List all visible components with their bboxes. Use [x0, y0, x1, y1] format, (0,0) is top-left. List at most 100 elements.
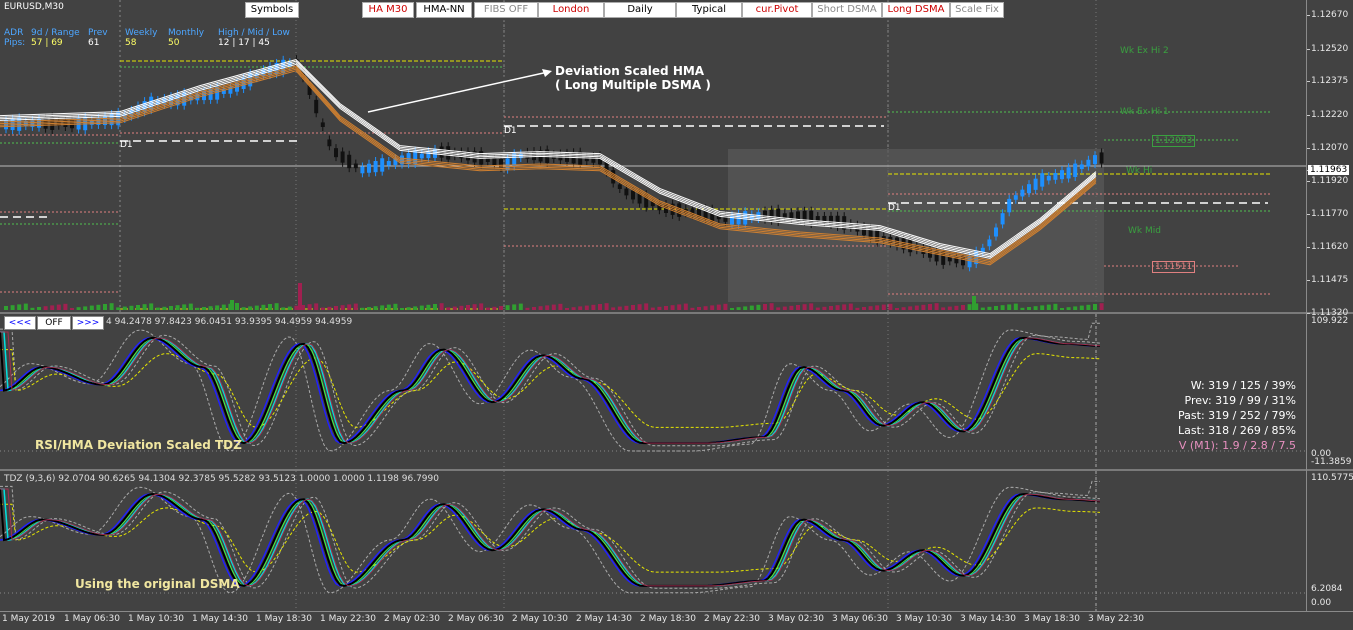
volume-bar — [525, 307, 530, 310]
volume-bar — [373, 306, 378, 310]
nav-prev-button[interactable]: <<< — [4, 316, 36, 330]
lower-price-box: 1.11511 — [1152, 261, 1196, 273]
volume-bar — [248, 306, 253, 310]
volume-bar — [505, 305, 510, 310]
volume-bar — [17, 304, 22, 310]
bull-candle — [426, 151, 431, 159]
y-tick — [1307, 15, 1310, 16]
volume-bar — [208, 306, 213, 310]
toolbar-button-typical[interactable]: Typical — [676, 2, 742, 18]
y-tick-label: 1.11920 — [1311, 176, 1349, 186]
bear-candle — [776, 208, 781, 223]
bear-candle — [598, 155, 602, 165]
bull-candle — [1020, 189, 1025, 197]
stat-last: Last: 318 / 269 / 85% — [1178, 424, 1296, 437]
volume-bar — [334, 306, 338, 310]
volume-bar — [301, 305, 305, 310]
bull-candle — [994, 227, 998, 237]
y-tick-label: 1.12375 — [1311, 76, 1349, 86]
volume-bar — [716, 304, 721, 310]
x-tick-label: 3 May 14:30 — [960, 614, 1016, 624]
signal-line — [0, 349, 1101, 428]
hma-ribbon-line — [0, 62, 1097, 258]
price-chart-canvas[interactable] — [0, 0, 1306, 312]
x-tick-label: 3 May 06:30 — [832, 614, 888, 624]
volume-bar — [122, 306, 127, 310]
black-line — [0, 331, 1101, 445]
rsi-hma-tdz-pane[interactable]: <<< OFF >>> 4 94.2478 97.8423 96.0451 93… — [0, 314, 1306, 469]
y-tick — [1307, 181, 1310, 182]
nav-off-button[interactable]: OFF — [37, 316, 71, 330]
bull-candle — [169, 96, 173, 106]
x-tick-label: 3 May 02:30 — [768, 614, 824, 624]
volume-bar — [703, 306, 708, 310]
volume-bar — [677, 304, 682, 310]
toolbar-button-long-dsma[interactable]: Long DSMA — [882, 2, 950, 18]
bear-candle — [895, 237, 899, 247]
bear-candle — [868, 227, 873, 240]
volume-bar — [452, 306, 457, 310]
toolbar-button-fibs-off[interactable]: FIBS OFF — [474, 2, 538, 18]
bear-candle — [584, 156, 589, 162]
volume-bar — [230, 300, 234, 310]
volume-bar — [512, 304, 517, 310]
price-chart-pane[interactable]: EURUSD,M30 ADR Pips: 9d / Range 57 | 69 … — [0, 0, 1306, 312]
volume-bar — [848, 303, 853, 310]
bear-candle — [650, 201, 655, 207]
volume-bar — [994, 306, 998, 310]
bear-candle — [901, 238, 906, 250]
x-tick-label: 1 May 06:30 — [64, 614, 120, 624]
volume-bar — [934, 303, 939, 310]
volume-bar — [103, 304, 107, 310]
volume-bar — [439, 303, 444, 310]
y-tick-label: 1.11963 — [1308, 165, 1350, 175]
bear-candle — [763, 210, 767, 220]
hma-ribbon-line — [0, 65, 1097, 261]
volume-bar — [961, 305, 965, 310]
volume-bar — [70, 308, 74, 310]
toolbar-button-hma-nn[interactable]: HMA-NN — [416, 2, 472, 18]
toolbar-button-cur-pivot[interactable]: cur.Pivot — [742, 2, 812, 18]
toolbar-button-scale-fix[interactable]: Scale Fix — [950, 2, 1004, 18]
toolbar-button-london[interactable]: London — [538, 2, 604, 18]
toolbar-button-short-dsma[interactable]: Short DSMA — [812, 2, 882, 18]
price-axis[interactable]: 1.12670 1.12520 1.12375 1.12220 1.12070 1.119… — [1306, 0, 1353, 612]
volume-bar — [974, 303, 979, 310]
volume-bar — [532, 307, 536, 310]
bear-candle — [934, 250, 939, 262]
toolbar-button-daily[interactable]: Daily — [604, 2, 676, 18]
volume-bar — [466, 305, 470, 310]
bear-candle — [822, 215, 827, 223]
y-tick-label: 110.5775 — [1311, 473, 1353, 483]
bear-candle — [723, 215, 728, 222]
x-tick-label: 2 May 18:30 — [640, 614, 696, 624]
toolbar-button-ha-m30[interactable]: HA M30 — [362, 2, 414, 18]
bull-candle — [386, 161, 391, 166]
pane-separator[interactable] — [0, 469, 1353, 471]
nav-next-button[interactable]: >>> — [72, 316, 104, 330]
bear-candle — [353, 163, 358, 169]
bear-candle — [716, 214, 721, 220]
bear-candle — [446, 146, 451, 160]
sub1-values: 4 94.2478 97.8423 96.0451 93.9395 94.495… — [106, 317, 353, 327]
rsi-hma-tdz-canvas[interactable] — [0, 314, 1306, 469]
volume-bar — [294, 305, 299, 310]
volume-bar — [340, 305, 345, 310]
volume-bar — [565, 308, 569, 310]
time-axis[interactable]: 1 May 2019 1 May 06:30 1 May 10:30 1 May 14… — [0, 611, 1353, 630]
pane-separator[interactable] — [0, 312, 1353, 314]
tdz-canvas[interactable] — [0, 471, 1306, 611]
volume-bar — [1086, 304, 1091, 310]
black-line — [0, 488, 1101, 587]
bear-candle — [862, 226, 866, 236]
y-tick — [1307, 214, 1310, 215]
toolbar-button-symbols[interactable]: Symbols — [245, 2, 299, 18]
volume-bar — [551, 304, 556, 310]
volume-bar — [1040, 305, 1045, 310]
tdz-pane[interactable]: TDZ (9,3,6) 92.0704 90.6265 94.1304 92.3… — [0, 471, 1306, 611]
x-tick-label: 3 May 10:30 — [896, 614, 952, 624]
prev-label: Prev — [88, 28, 108, 38]
bear-candle — [532, 151, 536, 161]
volume-bar — [776, 307, 781, 310]
monthly-value: 50 — [168, 38, 180, 48]
